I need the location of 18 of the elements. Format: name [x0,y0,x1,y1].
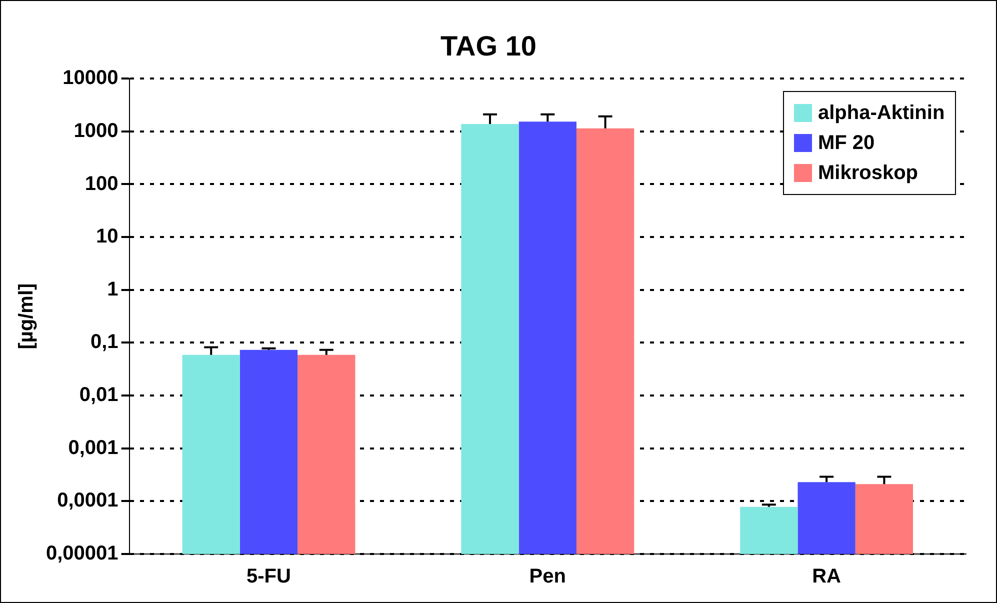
x-tick-label: 5-FU [246,566,291,588]
y-axis-title: [µg/ml] [16,283,38,350]
legend-label: Mikroskop [818,160,918,186]
legend-label: alpha-Aktinin [818,100,945,126]
x-tick-label: Pen [529,566,566,588]
y-tick-label: 100 [84,172,118,195]
y-tick-label: 0,1 [90,331,118,354]
legend-label: MF 20 [818,130,875,156]
y-tick-label: 10000 [62,67,118,90]
y-tick-label: 1 [107,278,118,300]
x-tick-label: RA [812,566,841,588]
y-tick-label: 0,00001 [46,542,118,565]
y-tick-label: 0,001 [68,436,118,459]
y-tick-label: 0,0001 [57,490,118,512]
y-tick-label: 10 [96,226,118,248]
y-tick-label: 1000 [74,120,118,142]
y-tick-label: 0,01 [79,384,118,406]
chart-title: TAG 10 [440,30,536,62]
